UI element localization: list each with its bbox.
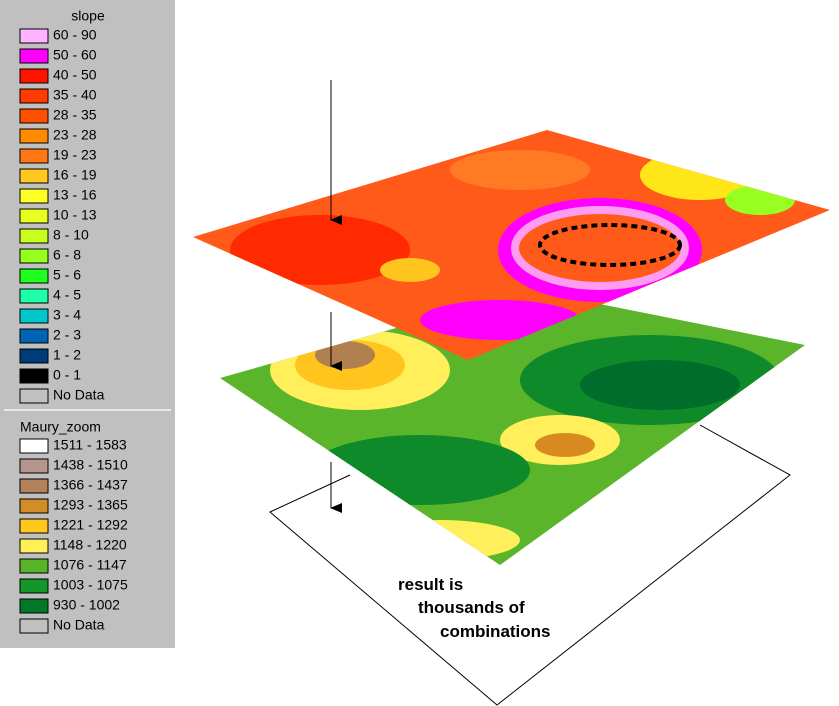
legend-swatch — [19, 288, 49, 304]
legend-swatch — [19, 168, 49, 184]
legend-label: 60 - 90 — [53, 27, 97, 43]
legend-swatch — [19, 438, 49, 454]
legend-label: 1293 - 1365 — [53, 497, 128, 513]
legend-swatch — [19, 388, 49, 404]
legend-label: 1148 - 1220 — [53, 537, 127, 553]
legend-swatch — [19, 108, 49, 124]
legend-label: 1511 - 1583 — [53, 437, 127, 453]
legend-label: 5 - 6 — [53, 267, 81, 283]
legend-title: Maury_zoom — [20, 419, 101, 435]
legend-label: 40 - 50 — [53, 67, 97, 83]
legend-swatch — [19, 538, 49, 554]
legend-label: 1 - 2 — [53, 347, 81, 363]
legend-swatch — [19, 518, 49, 534]
legend-label: 19 - 23 — [53, 147, 97, 163]
legend-swatch — [19, 348, 49, 364]
annotation: combinations — [440, 622, 551, 641]
legend-swatch — [19, 578, 49, 594]
legend-label: 2 - 3 — [53, 327, 81, 343]
legend-swatch — [19, 28, 49, 44]
legend-label: 50 - 60 — [53, 47, 97, 63]
legend-label: 1003 - 1075 — [53, 577, 128, 593]
legend-label: 0 - 1 — [53, 367, 81, 383]
legend-swatch — [19, 248, 49, 264]
legend-swatch — [19, 208, 49, 224]
annotation: result is — [398, 575, 463, 594]
legend-label: 10 - 13 — [53, 207, 97, 223]
legend-label: 1221 - 1292 — [53, 517, 128, 533]
legend-swatch — [19, 68, 49, 84]
legend-label: 1366 - 1437 — [53, 477, 128, 493]
legend-swatch — [19, 188, 49, 204]
legend-label: 8 - 10 — [53, 227, 89, 243]
result-layer — [269, 424, 791, 706]
legend-label: 3 - 4 — [53, 307, 81, 323]
legend-label: 13 - 16 — [53, 187, 97, 203]
legend-label: 4 - 5 — [53, 287, 81, 303]
slope-layer — [193, 130, 830, 360]
legend-swatch — [19, 88, 49, 104]
legend-label: 28 - 35 — [53, 107, 97, 123]
legend-title: slope — [71, 8, 105, 24]
legend-label: 35 - 40 — [53, 87, 97, 103]
legend-swatch — [19, 308, 49, 324]
annotation: thousands of — [418, 598, 525, 617]
legend-swatch — [19, 458, 49, 474]
legend-label: 930 - 1002 — [53, 597, 120, 613]
legend-swatch — [19, 48, 49, 64]
legend-swatch — [19, 558, 49, 574]
legend-swatch — [19, 478, 49, 494]
legend-label: 23 - 28 — [53, 127, 97, 143]
legend-label: 1438 - 1510 — [53, 457, 128, 473]
legend-label: No Data — [53, 617, 105, 633]
legend-swatch — [19, 598, 49, 614]
legend-swatch — [19, 128, 49, 144]
legend-swatch — [19, 498, 49, 514]
legend-swatch — [19, 328, 49, 344]
legend-label: 16 - 19 — [53, 167, 97, 183]
legend-label: 1076 - 1147 — [53, 557, 127, 573]
legend-label: 6 - 8 — [53, 247, 81, 263]
legend-swatch — [19, 228, 49, 244]
legend-swatch — [19, 618, 49, 634]
legend-swatch — [19, 368, 49, 384]
legend-swatch — [19, 148, 49, 164]
legend-swatch — [19, 268, 49, 284]
legend-label: No Data — [53, 387, 105, 403]
